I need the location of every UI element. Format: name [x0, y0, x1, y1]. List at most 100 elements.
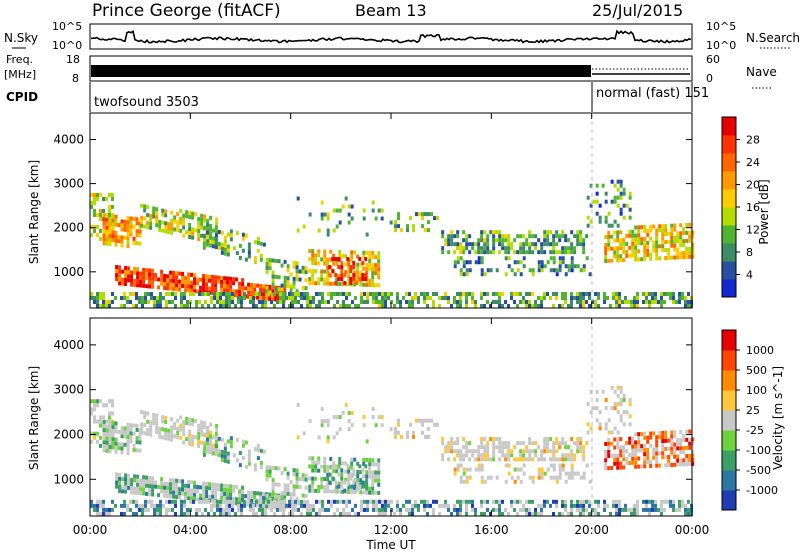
power-cell: [664, 227, 668, 232]
power-cell: [655, 252, 659, 257]
velocity-cell: [126, 439, 130, 444]
velocity-cell: [673, 454, 677, 459]
power-cell: [356, 254, 360, 259]
power-cell: [105, 229, 109, 234]
velocity-cell: [441, 453, 445, 458]
power-cell: [151, 276, 155, 281]
velocity-cell: [175, 478, 179, 483]
power-cell: [411, 300, 414, 304]
power-cell: [164, 209, 168, 214]
power-cell: [628, 253, 632, 258]
velocity-cell: [663, 499, 666, 504]
power-cell: [197, 221, 201, 226]
power-cell: [414, 296, 417, 300]
power-cell: [567, 264, 571, 269]
power-cell: [171, 300, 174, 304]
power-cell: [492, 238, 496, 243]
power-cell: [220, 230, 224, 235]
velocity-cell: [323, 460, 327, 465]
power-cell: [483, 250, 487, 255]
velocity-cell: [244, 440, 248, 445]
power-cell: [381, 300, 384, 304]
velocity-cell: [504, 453, 508, 458]
power-cell: [108, 242, 112, 247]
x-tick-label: 08:00: [273, 523, 308, 537]
velocity-cell: [238, 489, 242, 494]
velocity-cell: [159, 507, 162, 512]
velocity-cell: [211, 490, 215, 495]
velocity-cell: [142, 491, 146, 496]
velocity-cell: [594, 499, 597, 504]
power-cell: [507, 242, 511, 247]
velocity-cell: [349, 484, 353, 489]
power-cell: [622, 191, 626, 196]
velocity-cell: [531, 457, 535, 462]
velocity-cell: [139, 491, 143, 496]
velocity-cell: [145, 479, 149, 484]
velocity-cell: [335, 415, 339, 420]
velocity-cell: [648, 499, 651, 504]
power-cell: [229, 233, 233, 238]
velocity-cell: [253, 495, 257, 500]
power-cell: [228, 296, 231, 300]
power-cell: [170, 230, 174, 235]
velocity-cell: [197, 427, 201, 432]
velocity-cell: [220, 437, 224, 442]
velocity-cell: [292, 472, 296, 477]
velocity-cell: [384, 507, 387, 512]
power-cell: [330, 292, 333, 296]
velocity-cell: [323, 485, 327, 490]
power-cell: [555, 292, 558, 296]
velocity-cell: [291, 499, 294, 504]
power-cell: [540, 300, 543, 304]
velocity-cell: [624, 507, 627, 512]
colorbar-swatch: [722, 470, 736, 491]
power-cell: [340, 261, 344, 266]
velocity-cell: [426, 503, 429, 508]
power-cell: [121, 269, 125, 274]
velocity-cell: [375, 499, 378, 504]
power-cell: [483, 242, 487, 247]
velocity-cell: [616, 437, 620, 442]
velocity-cell: [522, 507, 525, 512]
velocity-cell: [142, 479, 146, 484]
power-cell: [362, 216, 366, 221]
velocity-cell: [111, 445, 115, 450]
velocity-cell: [180, 512, 183, 516]
power-cell: [570, 264, 574, 269]
power-cell: [676, 255, 680, 260]
power-cell: [649, 236, 653, 241]
velocity-cell: [340, 476, 344, 481]
velocity-cell: [265, 493, 269, 498]
power-cell: [338, 250, 342, 255]
power-cell: [349, 265, 353, 270]
power-cell: [146, 213, 150, 218]
power-cell: [459, 304, 462, 308]
velocity-cell: [579, 507, 582, 512]
velocity-cell: [501, 512, 504, 516]
power-cell: [105, 196, 108, 201]
power-cell: [108, 230, 112, 235]
power-cell: [303, 292, 306, 296]
power-cell: [371, 279, 375, 284]
velocity-cell: [667, 454, 671, 459]
velocity-cell: [123, 430, 127, 435]
power-cell: [120, 235, 124, 240]
power-cell: [592, 199, 596, 204]
velocity-cell: [669, 503, 672, 508]
velocity-cell: [670, 442, 674, 447]
power-cell: [191, 235, 195, 240]
velocity-cell: [616, 402, 620, 407]
power-cell: [321, 292, 324, 296]
power-cell: [537, 296, 540, 300]
cpid-segment-2: normal (fast) 151: [596, 86, 709, 101]
power-cell: [459, 246, 463, 251]
power-cell: [576, 296, 579, 300]
power-cell: [465, 260, 469, 265]
velocity-cell: [637, 456, 641, 461]
power-cell: [643, 253, 647, 258]
power-cell: [243, 292, 246, 296]
power-cell: [375, 300, 378, 304]
velocity-cell: [288, 499, 291, 504]
velocity-cell: [622, 453, 626, 458]
